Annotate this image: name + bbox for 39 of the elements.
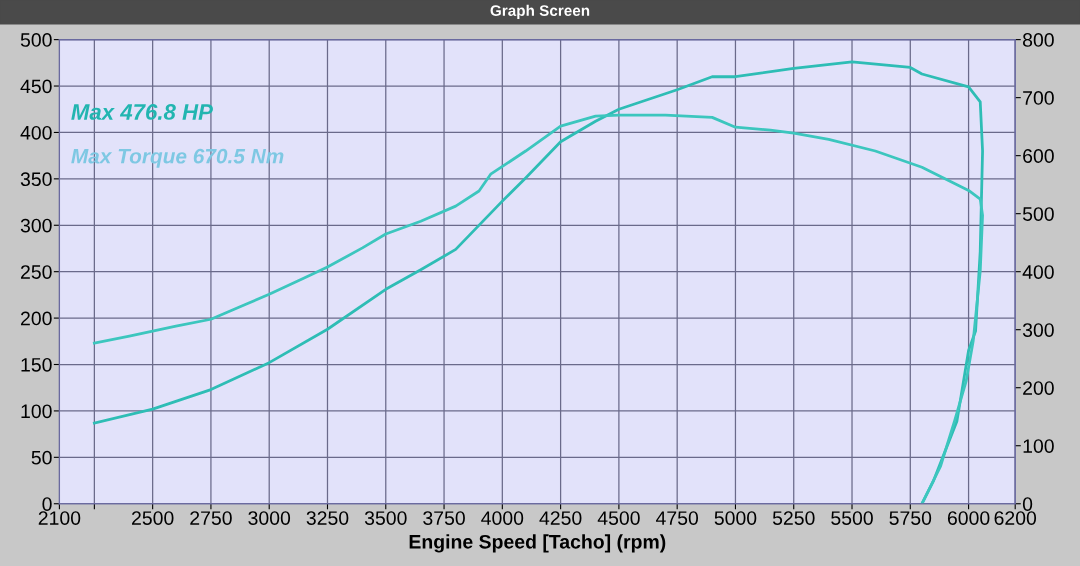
y2-tick-label: 600 — [1023, 149, 1054, 163]
x-tick-label: 6000 — [947, 511, 990, 525]
y2-tick-label: 0 — [1022, 497, 1033, 511]
x-tick-label: 4000 — [481, 511, 524, 525]
y-tick-label: 100 — [21, 404, 52, 419]
y2-tick-label: 300 — [1022, 323, 1054, 337]
y-tick-label: 400 — [20, 125, 52, 140]
y2-tick-label: 100 — [1023, 439, 1054, 453]
x-tick-label: 3500 — [364, 511, 407, 525]
y-tick-label: 450 — [20, 79, 52, 94]
y-tick-label: 500 — [20, 33, 52, 47]
x-tick-label: 3250 — [306, 511, 349, 525]
y-tick-label: 0 — [42, 497, 52, 511]
y-tick-label: 300 — [20, 218, 52, 233]
x-tick-label: 3750 — [423, 511, 465, 525]
y2-tick-label: 800 — [1022, 33, 1054, 47]
y-tick-label: 250 — [21, 265, 52, 279]
y2-tick-label: 700 — [1023, 91, 1054, 105]
x-axis-title: Engine Speed [Tacho] (rpm) — [409, 534, 666, 553]
y2-tick-label: 200 — [1023, 381, 1054, 395]
y-tick-label: 200 — [21, 311, 52, 326]
x-tick-label: 6200 — [994, 511, 1037, 525]
y2-tick-label: 400 — [1022, 265, 1054, 279]
x-tick-label: 5250 — [772, 511, 815, 525]
x-tick-label: 5750 — [889, 511, 932, 525]
y-tick-label: 350 — [20, 172, 52, 187]
x-tick-label: 5000 — [714, 511, 757, 525]
x-tick-label: 2100 — [38, 511, 81, 525]
y2-tick-label: 500 — [1022, 207, 1054, 221]
y-tick-label: 150 — [21, 357, 52, 372]
x-tick-label: 4750 — [655, 511, 699, 525]
x-tick-label: 2750 — [190, 511, 232, 525]
x-tick-label: 5500 — [831, 511, 873, 525]
chart-title: Graph Screen — [490, 4, 590, 20]
x-tick-label: 4500 — [597, 511, 640, 525]
x-tick-label: 3000 — [248, 511, 291, 525]
y-tick-label: 50 — [31, 450, 52, 465]
x-tick-label: 4250 — [539, 511, 582, 525]
x-tick-label: 2500 — [132, 511, 174, 525]
